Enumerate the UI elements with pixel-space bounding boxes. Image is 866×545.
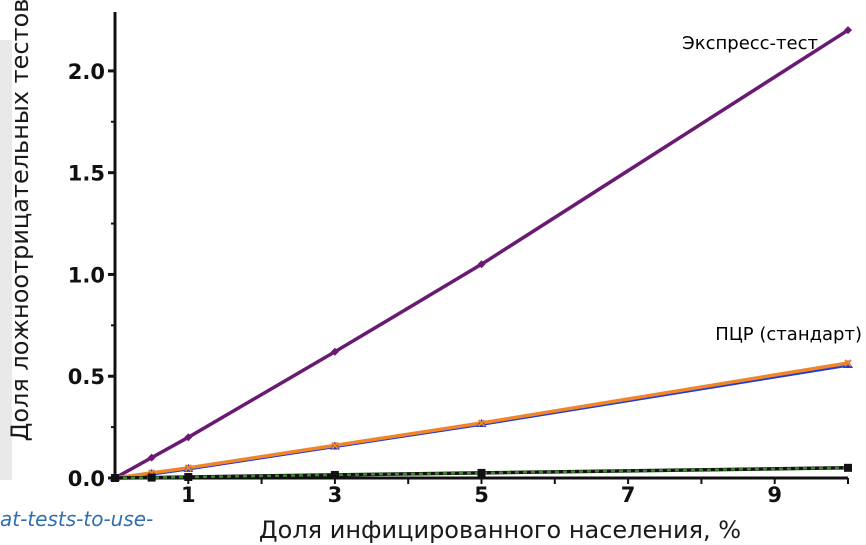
y-axis-title: Доля ложноотрицательных тестов <box>6 0 34 441</box>
y-tick-label: 1.5 <box>68 162 105 186</box>
data-point <box>147 453 156 462</box>
y-tick-label: 0.5 <box>68 365 105 389</box>
data-point <box>184 433 193 442</box>
series-lines <box>114 28 849 480</box>
series-markers <box>110 26 853 482</box>
y-axis-ticks: 0.0 0.5 1.0 1.5 2.0 <box>68 60 115 491</box>
x-tick-label: 5 <box>474 483 489 507</box>
data-point <box>477 260 486 269</box>
x-tick-label: 3 <box>328 483 343 507</box>
data-point <box>330 470 339 479</box>
data-point <box>184 472 193 481</box>
y-tick-label: 0.0 <box>68 467 105 491</box>
axes <box>113 12 848 480</box>
series-label-express: Экспресс-тест <box>682 33 818 54</box>
data-point <box>844 463 852 472</box>
x-tick-label: 7 <box>621 483 636 507</box>
x-tick-label: 9 <box>767 483 782 507</box>
series-line-4 <box>114 466 849 480</box>
data-point <box>844 359 852 367</box>
data-point <box>147 473 156 482</box>
left-panel-edge <box>0 40 12 480</box>
data-point <box>330 347 339 356</box>
data-point <box>477 468 486 477</box>
y-tick-label: 2.0 <box>68 60 105 84</box>
series-label-pcr: ПЦР (стандарт) <box>715 324 862 345</box>
data-point <box>477 419 486 427</box>
data-point <box>331 441 339 450</box>
series-line-0 <box>114 28 849 480</box>
data-point <box>844 26 852 35</box>
x-tick-label: 1 <box>181 483 196 507</box>
series-line-2 <box>114 361 849 480</box>
source-url-fragment: at-tests-to-use- <box>0 507 154 531</box>
x-axis-ticks: 1 3 5 7 9 <box>181 478 849 507</box>
data-point <box>184 464 193 472</box>
y-tick-label: 1.0 <box>68 263 105 287</box>
data-point <box>111 474 119 482</box>
x-axis-title: Доля инфицированного населения, % <box>259 516 741 544</box>
